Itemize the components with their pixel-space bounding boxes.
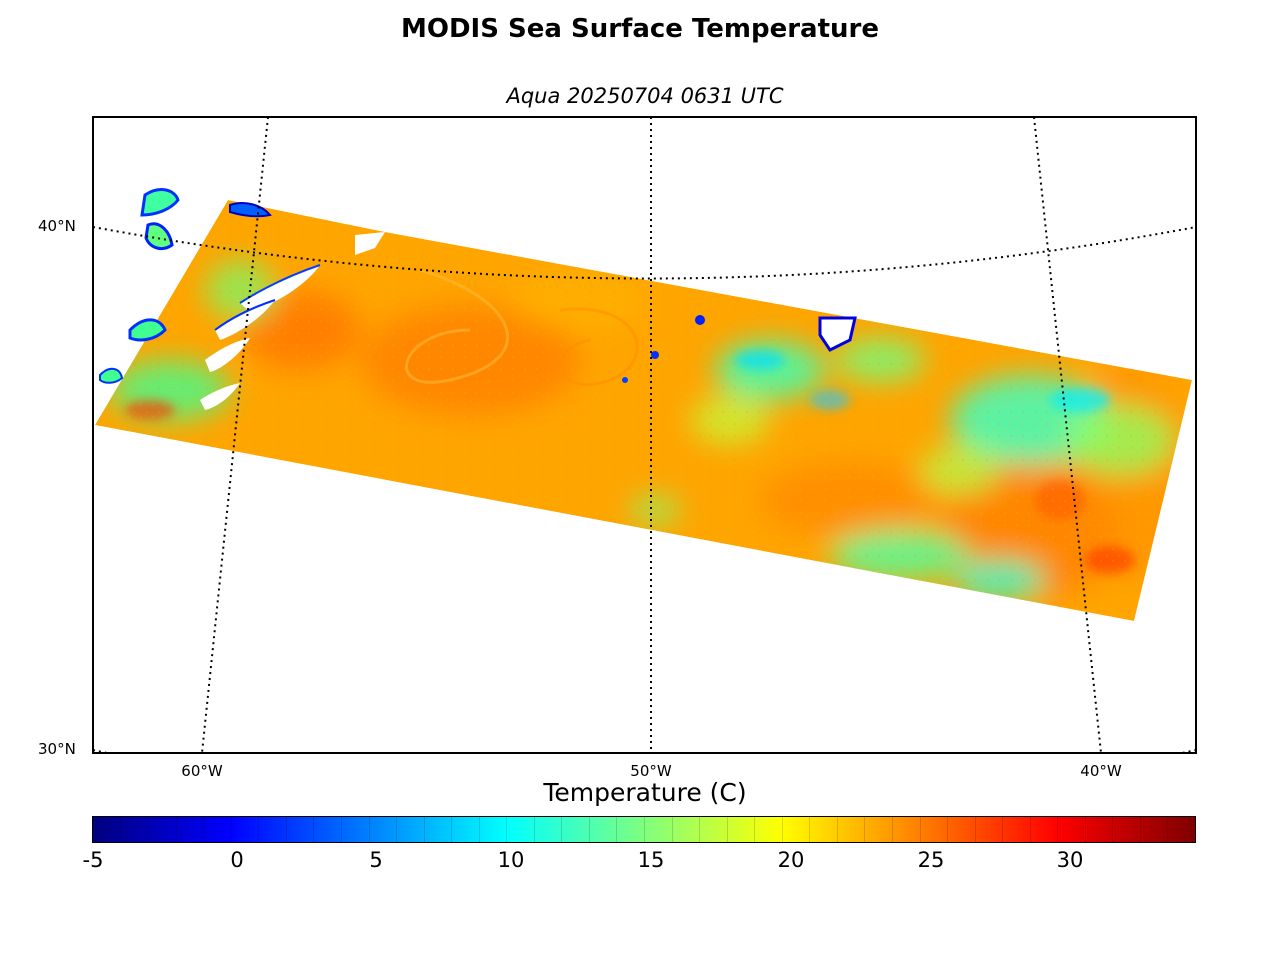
colorbar-segment-edge [478,817,480,842]
colorbar-segment-edge [258,817,260,842]
colorbar-segment-edge [864,817,866,842]
lat-label-40n: 40°N [38,217,76,235]
colorbar-title: Temperature (C) [543,778,747,807]
lon-label-60w: 60°W [181,762,223,780]
cloud-mask [200,232,857,410]
colorbar-segment-edge [974,817,976,842]
colorbar-segment-edge [1112,817,1114,842]
colorbar-segment-edge [671,817,673,842]
map-subtitle: Aqua 20250704 0631 UTC [506,84,784,108]
colorbar-segment-edge [230,817,232,842]
map-title: MODIS Sea Surface Temperature [401,14,879,44]
colorbar-tick: 15 [637,848,665,872]
colorbar-segment-edge [423,817,425,842]
colorbar-segment-edge [561,817,563,842]
colorbar-tick: -5 [82,848,104,872]
colorbar-segment-edge [285,817,287,842]
colorbar-segment-edge [1139,817,1141,842]
colorbar-segment-edge [588,817,590,842]
colorbar [92,816,1196,843]
colorbar-segment-edge [754,817,756,842]
graticule [93,117,1196,753]
colorbar-segment-edge [644,817,645,842]
colorbar-segment-edge [1084,817,1086,842]
lon-label-50w: 50°W [630,762,672,780]
colorbar-segment-edge [919,817,921,842]
colorbar-segment-edge [809,817,811,842]
colorbar-tick: 25 [917,848,945,872]
colorbar-segment-edge [506,817,508,842]
sst-swath [95,200,1192,621]
colorbar-segment-edge [781,817,783,842]
colorbar-segment-edge [313,817,315,842]
colorbar-segment-edge [891,817,893,842]
colorbar-tick: 20 [777,848,805,872]
lat-label-30n: 30°N [38,740,76,758]
colorbar-segment-edge [1002,817,1004,842]
colorbar-segment-edge [1057,817,1059,842]
colorbar-segment-edge [726,817,728,842]
colorbar-tick: 0 [230,848,244,872]
nw-fragments [99,188,272,384]
colorbar-tick: 5 [369,848,383,872]
colorbar-tick: 30 [1056,848,1084,872]
colorbar-segment-edge [203,817,205,842]
colorbar-tick: 10 [497,848,525,872]
colorbar-segment-edge [947,817,949,842]
colorbar-segment-edge [175,817,177,842]
colorbar-segment-edge [699,817,701,842]
colorbar-segment-edge [396,817,398,842]
map-frame [92,116,1197,754]
colorbar-segment-edge [836,817,838,842]
meridian-40w [1033,117,1102,753]
lon-label-40w: 40°W [1080,762,1122,780]
colorbar-segment-edge [451,817,453,842]
colorbar-segment-edge [1029,817,1031,842]
colorbar-segment-edge [533,817,535,842]
meridian-60w [201,117,269,753]
colorbar-segment-edge [340,817,342,842]
colorbar-segment-edge [616,817,618,842]
colorbar-segment-edge [148,817,150,842]
colorbar-segment-edge [368,817,370,842]
colorbar-segment-edge [120,817,122,842]
colorbar-segment-edge [1167,817,1169,842]
